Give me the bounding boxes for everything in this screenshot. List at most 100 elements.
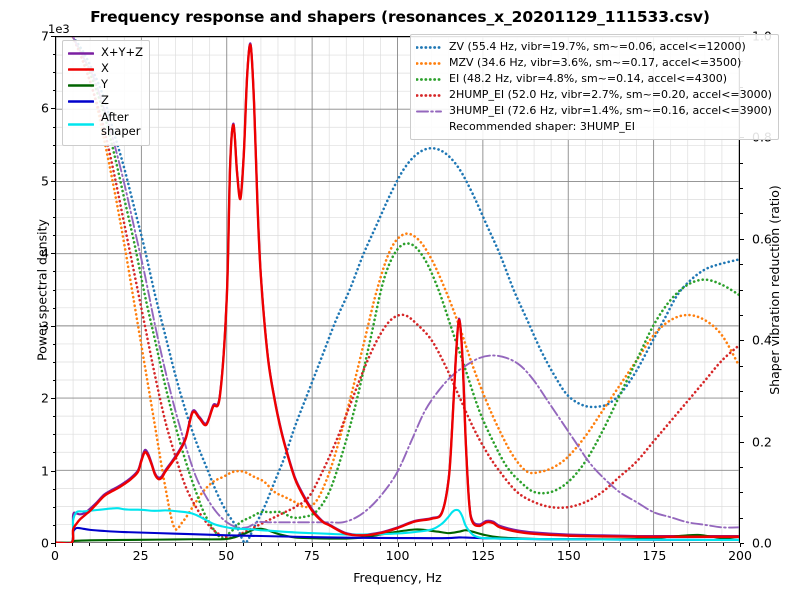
y-tick-mark-right (740, 340, 744, 342)
x-tick-label: 75 (303, 548, 320, 563)
x-tick-label: 200 (728, 548, 752, 563)
shaper-curve-mzv (71, 37, 739, 531)
x-tick-mark (226, 543, 228, 547)
y-tick-label-left: 7 (41, 28, 49, 44)
y-tick-mark-minor (52, 162, 55, 164)
legend-item-shaper-mzv: MZV (34.6 Hz, vibr=3.6%, sm~=0.17, accel… (416, 55, 772, 71)
x-tick-mark-minor (688, 543, 690, 546)
y-tick-mark-minor (52, 434, 55, 436)
x-tick-mark-minor (72, 543, 74, 546)
x-tick-mark-minor (534, 543, 536, 546)
x-tick-label: 100 (385, 548, 410, 563)
y-tick-mark-minor (52, 235, 55, 237)
y-tick-label-left: 5 (41, 173, 49, 189)
y-tick-mark-minor (52, 343, 55, 345)
legend-item-shaper-ei: EI (48.2 Hz, vibr=4.8%, sm~=0.14, accel<… (416, 71, 772, 87)
shaper-curve-3hump_ei (72, 37, 739, 529)
legend-swatch-line-icon (68, 96, 94, 107)
y-tick-label-right: 0.4 (752, 332, 772, 348)
y-tick-mark (51, 108, 55, 110)
y-tick-label-left: 2 (41, 390, 49, 406)
legend-swatch-line-icon (416, 58, 442, 69)
recommended-shaper-note: Recommended shaper: 3HUMP_EI (449, 119, 635, 133)
series-legend: X+Y+Z X Y Z After shaper (62, 40, 151, 146)
legend-item-label-cont: shaper (101, 124, 141, 138)
y-tick-mark-minor (52, 271, 55, 273)
x-tick-mark-minor (243, 543, 245, 546)
x-tick-mark-minor (500, 543, 502, 546)
x-tick-mark-minor (294, 543, 296, 546)
shaper-curve-ei (71, 37, 739, 540)
x-tick-label: 50 (218, 548, 235, 563)
legend-item-label: ZV (55.4 Hz, vibr=19.7%, sm~=0.06, accel… (449, 39, 746, 53)
y-tick-mark-right-minor (740, 492, 743, 494)
y-tick-label-right: 0.0 (752, 535, 772, 551)
legend-swatch-line-icon (416, 90, 442, 101)
legend-item-label: 2HUMP_EI (52.0 Hz, vibr=2.7%, sm~=0.20, … (449, 87, 772, 101)
x-tick-mark-minor (277, 543, 279, 546)
y-tick-mark-minor (52, 506, 55, 508)
y-tick-mark-minor (52, 126, 55, 128)
x-tick-mark (483, 543, 485, 547)
x-tick-mark (654, 543, 656, 547)
shaper-curve-2hump_ei (71, 37, 739, 540)
y-tick-mark-minor (52, 307, 55, 309)
legend-item-label: Y (101, 77, 109, 92)
y-tick-mark-minor (52, 488, 55, 490)
x-tick-label: 25 (132, 548, 149, 563)
y-tick-label-left: 0 (41, 535, 49, 551)
y-tick-mark-minor (52, 198, 55, 200)
x-tick-label: 150 (556, 548, 581, 563)
x-tick-mark-minor (620, 543, 622, 546)
x-tick-mark-minor (123, 543, 125, 546)
legend-item-label: 3HUMP_EI (72.6 Hz, vibr=1.4%, sm~=0.16, … (449, 103, 772, 117)
y-tick-mark-right-minor (740, 162, 743, 164)
y-tick-label-right: 0.6 (752, 231, 772, 247)
legend-swatch-line-icon (68, 48, 94, 59)
legend-item-x: X (68, 61, 143, 77)
y-tick-mark-right-minor (740, 365, 743, 367)
x-tick-mark (140, 543, 142, 547)
y-axis-label-left: Power spectral density (34, 218, 50, 361)
y-tick-mark-right-minor (740, 390, 743, 392)
x-tick-mark-minor (603, 543, 604, 546)
y-tick-label-right: 0.2 (752, 434, 772, 450)
legend-item-label: MZV (34.6 Hz, vibr=3.6%, sm~=0.17, accel… (449, 55, 742, 69)
x-tick-mark-minor (106, 543, 108, 546)
y-tick-mark-minor (52, 361, 55, 363)
legend-swatch-line-icon (68, 119, 94, 130)
y-tick-mark-minor (52, 416, 55, 418)
y-tick-mark-right (740, 543, 744, 544)
y-tick-mark (51, 36, 55, 37)
legend-item-label: X (101, 61, 109, 76)
y-tick-label-left: 6 (41, 100, 49, 116)
y-tick-mark-minor (52, 72, 55, 74)
shaper-legend: ZV (55.4 Hz, vibr=19.7%, sm~=0.06, accel… (410, 34, 779, 140)
x-tick-mark-minor (448, 543, 450, 546)
legend-item-label: X+Y+Z (101, 45, 144, 60)
y-tick-mark (51, 543, 55, 544)
shaper-curve-zv (71, 37, 739, 543)
x-tick-mark (397, 543, 399, 547)
x-tick-label: 125 (471, 548, 496, 563)
y-tick-mark (51, 398, 55, 400)
y-tick-label-left: 4 (41, 245, 49, 261)
y-tick-mark (51, 470, 55, 472)
legend-swatch-line-icon (68, 64, 94, 75)
y-tick-label-left: 1 (41, 463, 49, 479)
y-tick-mark-right-minor (740, 314, 743, 316)
x-tick-mark-minor (363, 543, 365, 546)
psd-curve-after-shaper (56, 507, 739, 543)
x-tick-mark-minor (89, 543, 91, 546)
x-tick-mark-minor (380, 543, 382, 546)
y-axis-label-right: Shaper vibration reduction (ratio) (767, 184, 783, 395)
y-tick-mark (51, 180, 55, 182)
y-tick-mark (51, 325, 55, 327)
legend-swatch-line-icon (416, 42, 442, 53)
legend-item-shaper-zv: ZV (55.4 Hz, vibr=19.7%, sm~=0.06, accel… (416, 39, 772, 55)
legend-item-x-y-z: X+Y+Z (68, 45, 143, 61)
x-tick-mark-minor (157, 543, 159, 546)
y-tick-mark-right-minor (740, 264, 743, 266)
legend-item-label: After (101, 110, 129, 124)
